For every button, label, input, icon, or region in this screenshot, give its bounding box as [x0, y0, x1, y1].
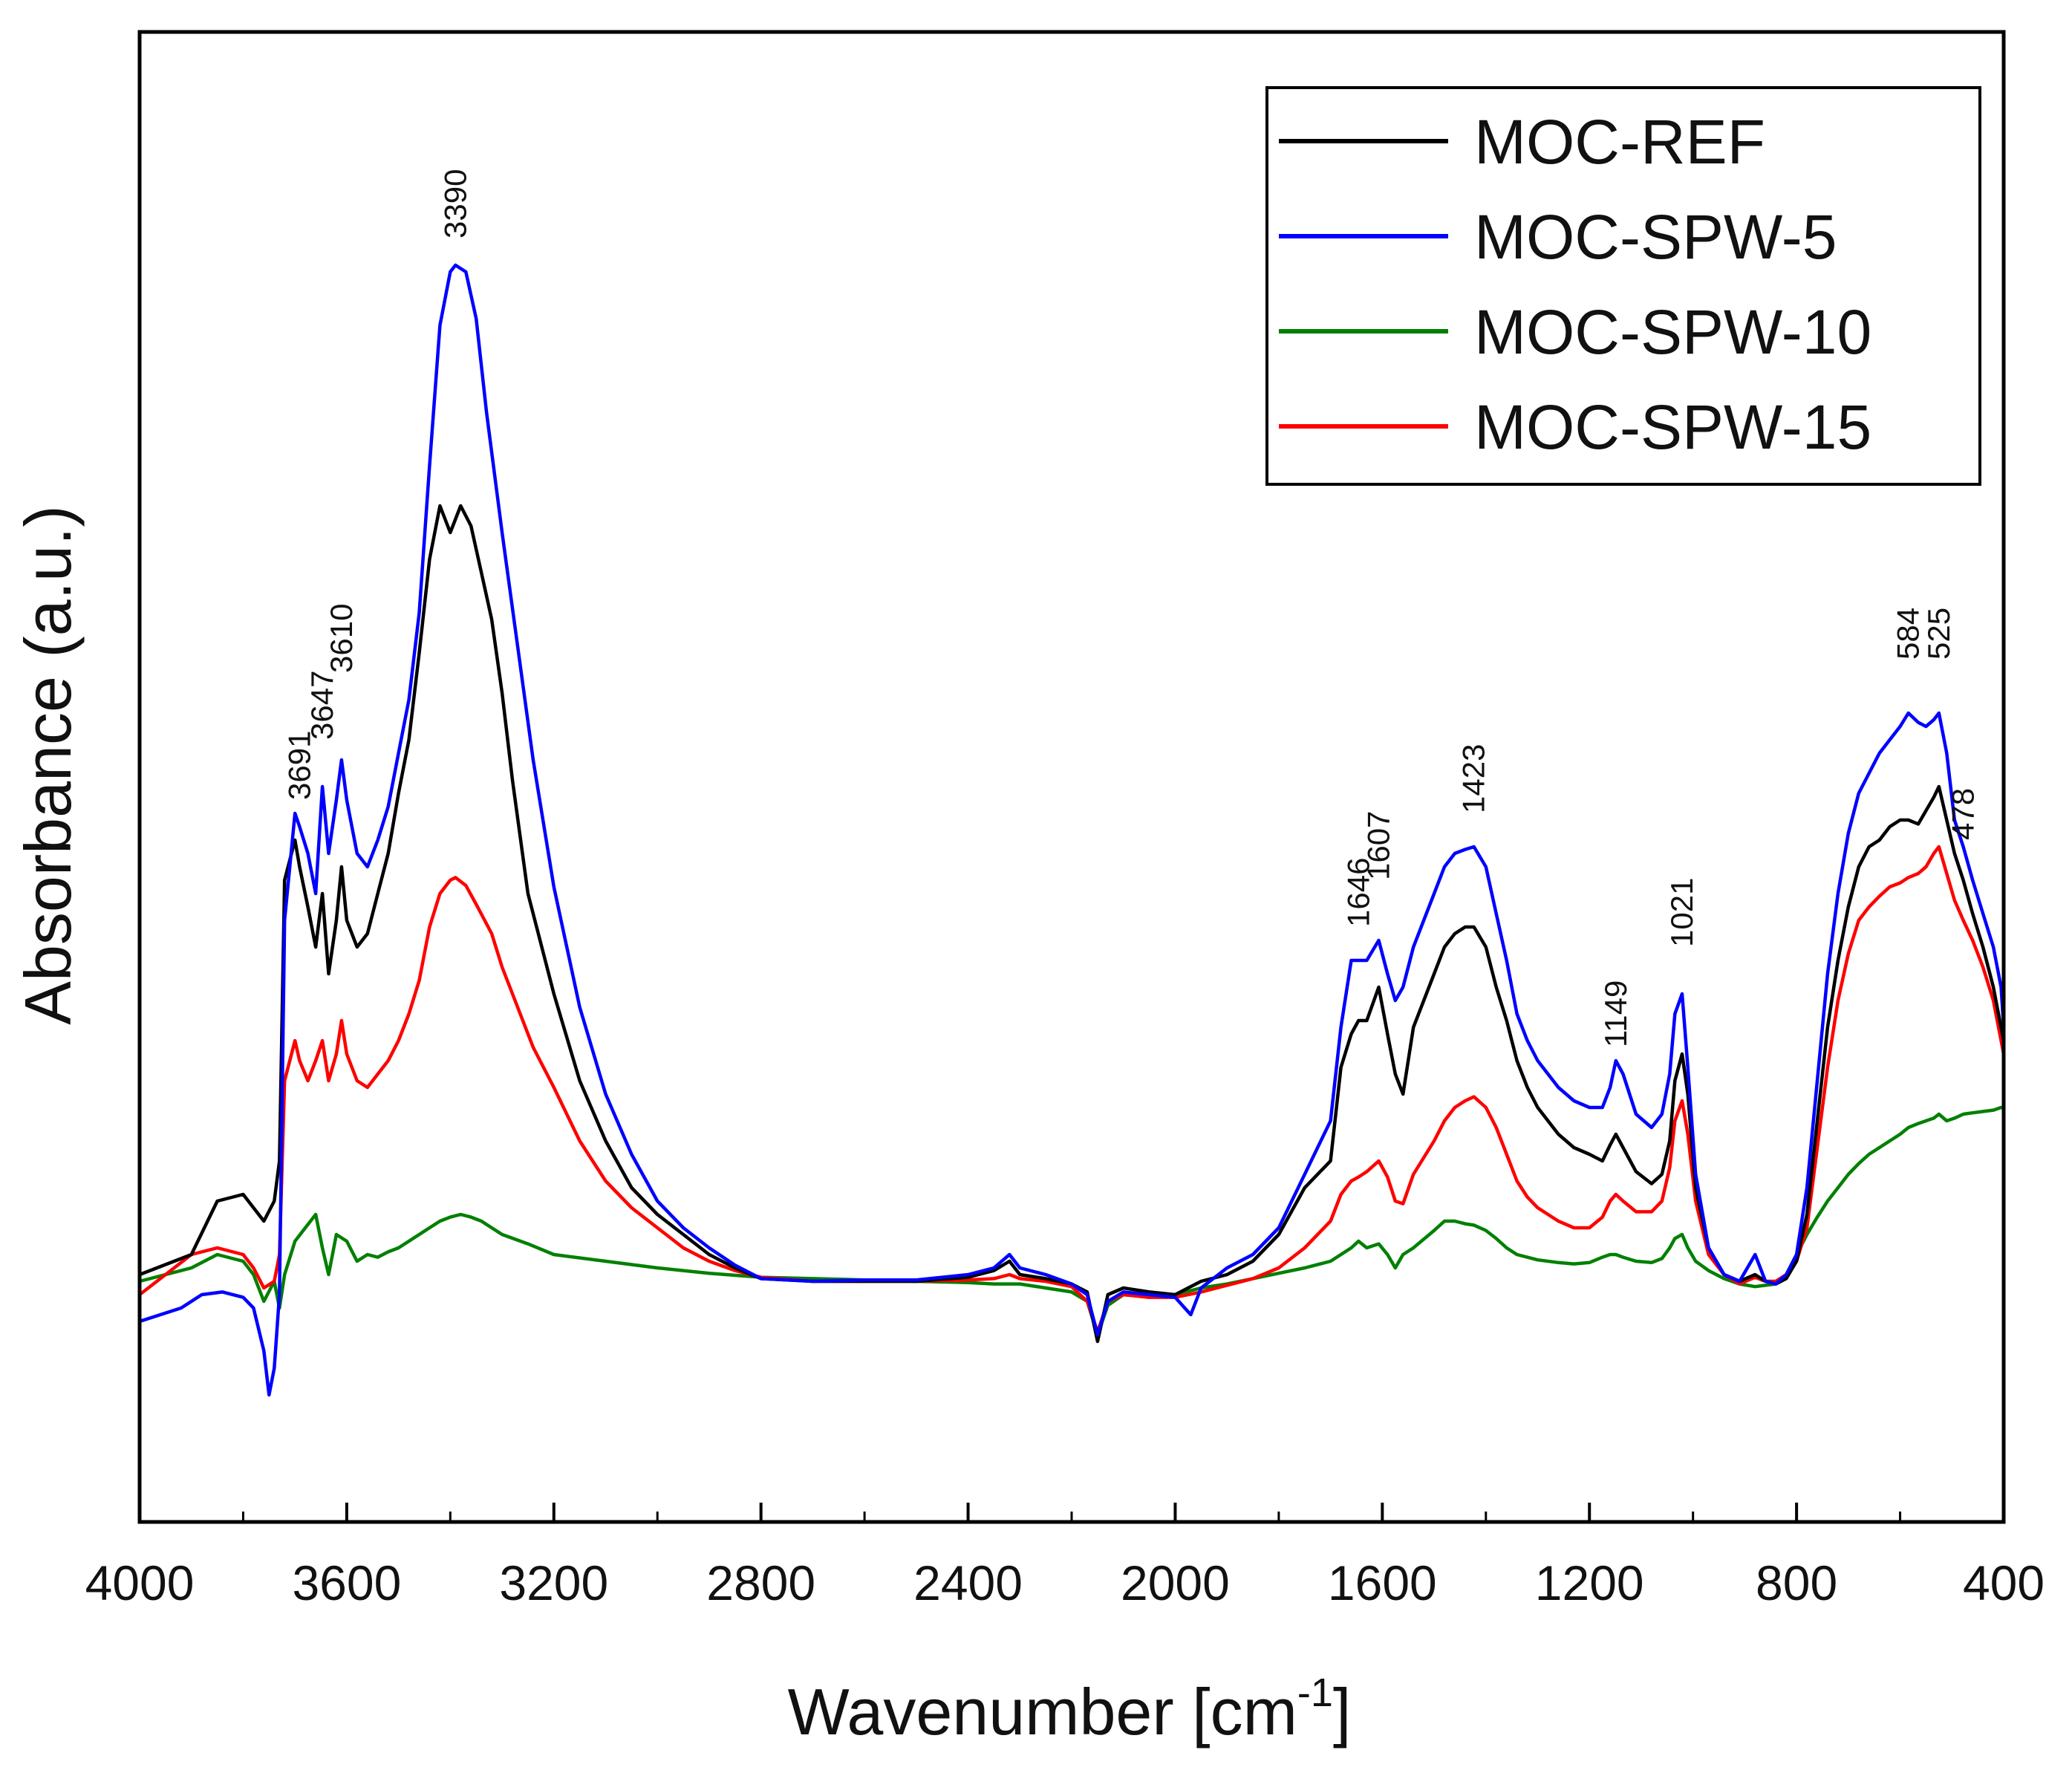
x-axis-title-superscript: -1	[1297, 1670, 1333, 1715]
series-line-moc-spw-15	[137, 845, 2006, 1334]
legend: MOC-REF MOC-SPW-5 MOC-SPW-10 MOC-SPW-15	[1265, 86, 1981, 486]
x-tick-label-2400: 2400	[913, 1555, 1023, 1610]
legend-entries: MOC-REF MOC-SPW-5 MOC-SPW-10 MOC-SPW-15	[1279, 107, 1871, 462]
peak-label-525: 525	[1921, 608, 1956, 660]
peak-label-1646: 1646	[1340, 858, 1375, 927]
series-line-moc-ref	[137, 504, 2006, 1344]
x-tick-label-1200: 1200	[1535, 1555, 1644, 1610]
peak-label-3691: 3691	[281, 731, 316, 800]
x-tick-label-400: 400	[1963, 1555, 2045, 1610]
series-line-moc-spw-5	[137, 263, 2006, 1397]
peak-label-1423: 1423	[1456, 744, 1491, 813]
peak-label-1021: 1021	[1664, 878, 1699, 947]
peak-label-1607: 1607	[1361, 811, 1395, 880]
legend-label-moc-spw-5: MOC-SPW-5	[1474, 202, 1837, 272]
legend-label-moc-spw-10: MOC-SPW-10	[1474, 297, 1871, 367]
peak-label-584: 584	[1891, 608, 1926, 660]
series-line-moc-spw-10	[137, 1105, 2006, 1337]
x-axis-title-main: Wavenumber [cm	[788, 1675, 1297, 1748]
x-axis-title-close: ]	[1333, 1675, 1351, 1748]
legend-box	[1265, 86, 1981, 486]
peak-label-3610: 3610	[324, 604, 359, 673]
peak-label-1149: 1149	[1598, 980, 1633, 1047]
x-tick-label-2000: 2000	[1121, 1555, 1230, 1610]
x-tick-label-4000: 4000	[85, 1555, 195, 1610]
peak-label-3647: 3647	[304, 671, 339, 740]
x-tick-label-3600: 3600	[292, 1555, 401, 1610]
peak-label-3390: 3390	[437, 169, 472, 238]
legend-label-moc-ref: MOC-REF	[1474, 107, 1765, 177]
x-axis-ticks: 4000 3600 3200 2800 2400 2000 1600 1200 800 400	[85, 1503, 2045, 1610]
peak-label-478: 478	[1946, 788, 1981, 840]
x-tick-label-1600: 1600	[1328, 1555, 1437, 1610]
x-axis-title: Wavenumber [cm-1]	[788, 1670, 1352, 1748]
x-tick-label-3200: 3200	[499, 1555, 608, 1610]
y-axis-title: Absorbance (a.u.)	[11, 505, 85, 1025]
legend-label-moc-spw-15: MOC-SPW-15	[1474, 392, 1871, 462]
x-tick-label-800: 800	[1756, 1555, 1837, 1610]
x-tick-label-2800: 2800	[706, 1555, 815, 1610]
series-layer	[137, 263, 2006, 1397]
